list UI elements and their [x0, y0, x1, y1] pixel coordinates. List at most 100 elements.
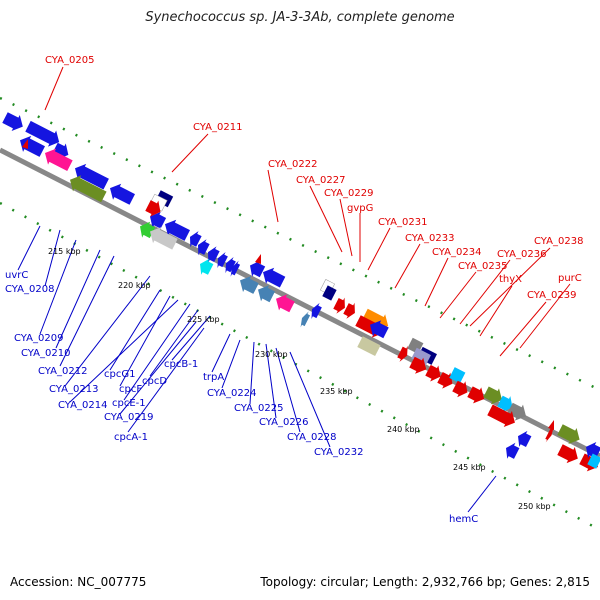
gene-arrow[interactable]: [161, 216, 191, 243]
gene-arrow[interactable]: [204, 244, 221, 265]
gene-label-reverse[interactable]: CYA_0228: [287, 432, 336, 443]
gene-arrow[interactable]: [1, 110, 27, 135]
gene-arrow[interactable]: [322, 285, 337, 301]
label-leader-line: [221, 339, 241, 389]
label-leader-line: [127, 327, 205, 433]
gene-label-reverse[interactable]: CYA_0224: [207, 388, 256, 399]
gene-label-reverse[interactable]: CYA_0212: [38, 366, 87, 377]
gene-label-reverse[interactable]: trpA: [203, 372, 224, 383]
gc-track-lower: [0, 201, 600, 532]
gene-arrow[interactable]: [408, 354, 430, 377]
gene-label-forward[interactable]: thyX: [499, 274, 522, 285]
gene-arrow[interactable]: [486, 402, 519, 431]
gene-arrow[interactable]: [424, 362, 445, 384]
gene-arrow[interactable]: [272, 291, 296, 315]
gene-label-reverse[interactable]: cpcE-1: [112, 398, 146, 409]
gene-label-forward[interactable]: CYA_0231: [378, 217, 427, 228]
gene-label-reverse[interactable]: CYA_0208: [5, 284, 54, 295]
label-leader-line: [459, 259, 511, 325]
gene-arrow[interactable]: [236, 272, 260, 296]
label-leader-line: [367, 227, 391, 271]
gene-arrow[interactable]: [246, 257, 267, 279]
gene-arrow[interactable]: [436, 369, 457, 391]
gene-label-forward[interactable]: purC: [558, 273, 582, 284]
gene-label-forward[interactable]: CYA_0205: [45, 55, 94, 66]
gene-arrow[interactable]: [587, 453, 600, 469]
gene-label-forward[interactable]: CYA_0211: [193, 122, 242, 133]
gene-arrow[interactable]: [66, 172, 108, 205]
gene-label-reverse[interactable]: CYA_0225: [234, 403, 283, 414]
gene-label-reverse[interactable]: CYA_0213: [49, 384, 98, 395]
gene-label-reverse[interactable]: hemC: [449, 514, 478, 525]
gc-track-upper: [0, 96, 600, 392]
gene-arrow[interactable]: [482, 384, 506, 408]
gene-arrow[interactable]: [332, 295, 349, 316]
gene-label-forward[interactable]: CYA_0238: [534, 236, 583, 247]
label-leader-line: [171, 133, 209, 173]
gene-arrow[interactable]: [214, 250, 229, 270]
gene-arrow[interactable]: [308, 301, 323, 321]
gene-marker: [255, 254, 261, 264]
gene-arrow[interactable]: [342, 300, 359, 321]
gene-arrow[interactable]: [506, 400, 530, 424]
gene-arrow[interactable]: [544, 425, 556, 443]
gene-label-reverse[interactable]: cpcD: [142, 376, 167, 387]
gene-label-reverse[interactable]: CYA_0209: [14, 333, 63, 344]
gene-label-forward[interactable]: CYA_0229: [324, 188, 373, 199]
gene-label-forward[interactable]: CYA_0227: [296, 175, 345, 186]
label-leader-line: [424, 257, 449, 307]
gene-arrow[interactable]: [366, 317, 390, 341]
gene-arrow[interactable]: [194, 237, 211, 258]
gene-arrow[interactable]: [228, 259, 242, 278]
gene-label-reverse[interactable]: cpcF: [119, 384, 142, 395]
gene-label-forward[interactable]: CYA_0236: [497, 249, 546, 260]
gene-label-reverse[interactable]: CYA_0226: [259, 417, 308, 428]
label-leader-line: [275, 347, 301, 433]
gene-arrow[interactable]: [259, 264, 287, 290]
gene-arrow[interactable]: [146, 223, 179, 252]
label-leader-line: [439, 271, 477, 319]
gene-arrow[interactable]: [146, 208, 168, 231]
gene-arrow[interactable]: [411, 347, 431, 366]
gene-arrow[interactable]: [357, 336, 381, 357]
label-leader-line: [339, 198, 353, 257]
gene-label-reverse[interactable]: CYA_0232: [314, 447, 363, 458]
gene-label-reverse[interactable]: cpcB-1: [164, 359, 198, 370]
gene-arrow[interactable]: [502, 440, 521, 461]
gene-arrow[interactable]: [466, 384, 488, 407]
gene-arrow[interactable]: [496, 393, 517, 415]
kbp-tick: 225 kbp: [187, 315, 220, 324]
gene-arrow[interactable]: [196, 256, 215, 277]
gene-label-forward[interactable]: CYA_0239: [527, 290, 576, 301]
gene-arrow[interactable]: [556, 442, 582, 467]
gene-arrow[interactable]: [556, 422, 584, 448]
gene-label-reverse[interactable]: cpcG1: [104, 369, 135, 380]
gene-arrow[interactable]: [451, 378, 472, 400]
gene-label-reverse[interactable]: uvrC: [5, 270, 28, 281]
gene-arrow[interactable]: [254, 282, 276, 305]
gene-label-reverse[interactable]: CYA_0219: [104, 412, 153, 423]
gene-arrow[interactable]: [16, 132, 46, 159]
gene-arrow[interactable]: [222, 255, 237, 275]
gene-arrow[interactable]: [106, 180, 136, 207]
gene-arrow[interactable]: [41, 145, 74, 174]
gene-arrow[interactable]: [298, 310, 312, 329]
gene-arrow[interactable]: [24, 118, 63, 150]
gene-arrow[interactable]: [514, 428, 533, 449]
gene-arrow[interactable]: [144, 197, 165, 219]
gene-label-reverse[interactable]: cpcA-1: [114, 432, 148, 443]
gene-label-forward[interactable]: gvpG: [347, 203, 373, 214]
gene-arrow[interactable]: [396, 344, 411, 364]
gene-arrow[interactable]: [449, 367, 466, 384]
gene-label-reverse[interactable]: CYA_0214: [58, 400, 107, 411]
gene-label-reverse[interactable]: CYA_0210: [21, 348, 70, 359]
gene-label-forward[interactable]: CYA_0234: [432, 247, 481, 258]
gene-arrow[interactable]: [71, 160, 110, 192]
gene-arrow[interactable]: [582, 439, 600, 461]
gene-label-forward[interactable]: CYA_0235: [458, 261, 507, 272]
gene-arrow[interactable]: [186, 229, 203, 250]
label-leader-line: [211, 333, 231, 373]
kbp-tick: 215 kbp: [48, 247, 81, 256]
gene-label-forward[interactable]: CYA_0233: [405, 233, 454, 244]
gene-label-forward[interactable]: CYA_0222: [268, 159, 317, 170]
